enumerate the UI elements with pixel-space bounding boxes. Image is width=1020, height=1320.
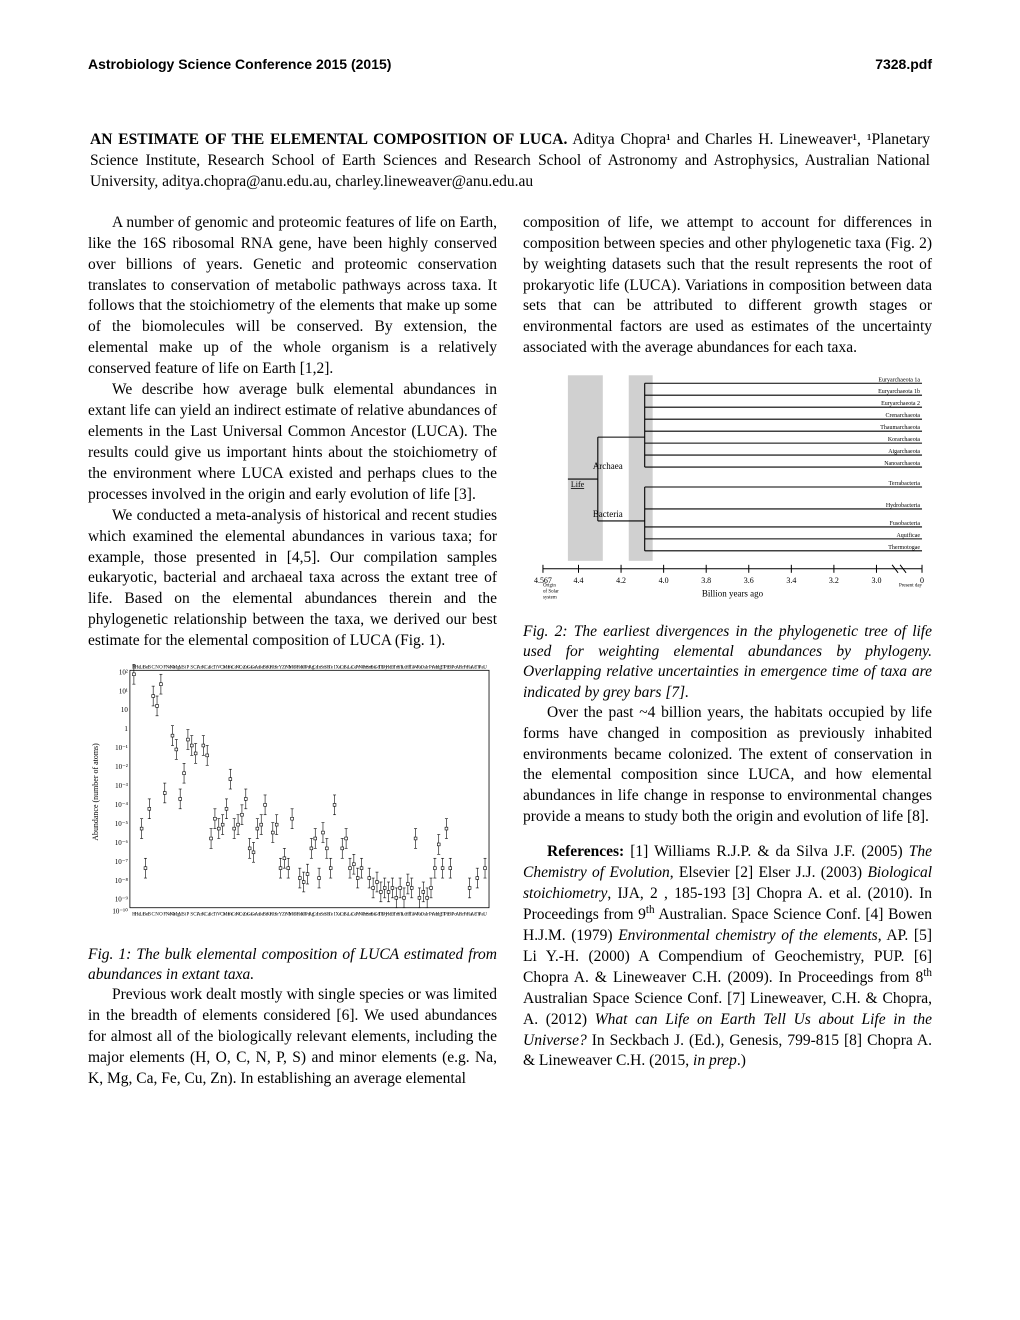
svg-text:Euryarchaeota 2: Euryarchaeota 2 [881, 401, 920, 407]
conference-name: Astrobiology Science Conference 2015 (20… [88, 56, 391, 72]
paragraph: composition of life, we attempt to accou… [523, 213, 932, 359]
svg-text:10⁻²: 10⁻² [115, 763, 128, 771]
svg-text:Present day: Present day [899, 584, 923, 589]
x-axis-label: Billion years ago [702, 589, 764, 599]
svg-text:4.0: 4.0 [659, 576, 669, 585]
svg-text:P: P [187, 665, 190, 670]
svg-text:Aquificae: Aquificae [896, 532, 920, 539]
svg-text:10⁻⁶: 10⁻⁶ [115, 839, 129, 847]
references: References: [1] Williams R.J.P. & da Sil… [523, 842, 932, 1072]
svg-text:Fusobacteria: Fusobacteria [890, 521, 921, 527]
svg-text:Thaumarchaeota: Thaumarchaeota [880, 425, 920, 431]
svg-text:4.2: 4.2 [616, 576, 626, 585]
two-column-body: A number of genomic and proteomic featur… [88, 213, 932, 1090]
svg-text:U: U [483, 913, 487, 918]
svg-text:Terrabacteria: Terrabacteria [889, 481, 921, 487]
svg-text:10: 10 [121, 706, 128, 714]
right-column: composition of life, we attempt to accou… [523, 213, 932, 1090]
svg-text:10⁻⁵: 10⁻⁵ [115, 820, 129, 828]
svg-text:10²: 10² [119, 668, 128, 676]
page-header: Astrobiology Science Conference 2015 (20… [88, 56, 932, 72]
paragraph: We conducted a meta-analysis of historic… [88, 506, 497, 652]
figure-2: Archaea Bacteria Life Euryarchaeota 1a E… [523, 369, 932, 616]
svg-text:Origin: Origin [543, 584, 556, 589]
pdf-id: 7328.pdf [875, 56, 932, 72]
svg-text:Euryarchaeota 1b: Euryarchaeota 1b [878, 389, 920, 395]
svg-text:10⁻⁴: 10⁻⁴ [115, 801, 129, 809]
svg-text:system: system [543, 596, 557, 601]
svg-text:3.6: 3.6 [744, 576, 754, 585]
svg-text:Crenarchaeota: Crenarchaeota [886, 413, 921, 419]
svg-text:4.4: 4.4 [574, 576, 584, 585]
svg-text:10⁻¹: 10⁻¹ [115, 744, 128, 752]
svg-text:3.0: 3.0 [871, 576, 881, 585]
paragraph: Over the past ~4 billion years, the habi… [523, 703, 932, 829]
svg-text:10⁻⁸: 10⁻⁸ [115, 877, 129, 885]
svg-text:3.4: 3.4 [786, 576, 796, 585]
figure-1: Abundance (number of atoms) 10² 10¹ 10 1… [88, 662, 497, 939]
svg-text:1: 1 [124, 725, 128, 733]
svg-text:Nanoarchaeota: Nanoarchaeota [884, 461, 920, 467]
paragraph: We describe how average bulk elemental a… [88, 380, 497, 506]
svg-text:Aigarchaeota: Aigarchaeota [888, 449, 920, 455]
svg-text:P: P [187, 913, 190, 918]
paragraph: A number of genomic and proteomic featur… [88, 213, 497, 380]
svg-text:10⁻⁷: 10⁻⁷ [115, 858, 129, 866]
title-block: AN ESTIMATE OF THE ELEMENTAL COMPOSITION… [88, 130, 932, 193]
svg-text:U: U [483, 665, 487, 670]
svg-text:10⁻¹⁰: 10⁻¹⁰ [112, 908, 128, 916]
y-axis-label: Abundance (number of atoms) [91, 743, 100, 841]
fig2-chart: Archaea Bacteria Life Euryarchaeota 1a E… [523, 369, 932, 609]
archaea-label: Archaea [593, 461, 623, 471]
references-body: [1] Williams R.J.P. & da Silva J.F. (200… [523, 843, 932, 1069]
svg-text:of Solar: of Solar [543, 590, 559, 595]
paper-title: AN ESTIMATE OF THE ELEMENTAL COMPOSITION… [90, 131, 567, 148]
svg-text:Euryarchaeota 1a: Euryarchaeota 1a [878, 377, 920, 383]
svg-text:3.2: 3.2 [829, 576, 839, 585]
svg-text:3.8: 3.8 [701, 576, 711, 585]
svg-text:10⁻³: 10⁻³ [115, 782, 128, 790]
paragraph: Previous work dealt mostly with single s… [88, 985, 497, 1090]
fig1-chart: Abundance (number of atoms) 10² 10¹ 10 1… [88, 662, 497, 932]
bacteria-label: Bacteria [593, 509, 623, 519]
figure-1-caption: Fig. 1: The bulk elemental composition o… [88, 945, 497, 985]
svg-text:Thermotogae: Thermotogae [888, 545, 920, 551]
figure-2-caption: Fig. 2: The earliest divergences in the … [523, 622, 932, 703]
svg-text:10⁻⁹: 10⁻⁹ [115, 896, 129, 904]
svg-text:Hydrobacteria: Hydrobacteria [886, 503, 920, 509]
left-column: A number of genomic and proteomic featur… [88, 213, 497, 1090]
svg-text:Korarchaeota: Korarchaeota [888, 437, 920, 443]
life-label: Life [571, 480, 585, 489]
references-label: References: [547, 843, 624, 860]
svg-text:10¹: 10¹ [119, 687, 128, 695]
